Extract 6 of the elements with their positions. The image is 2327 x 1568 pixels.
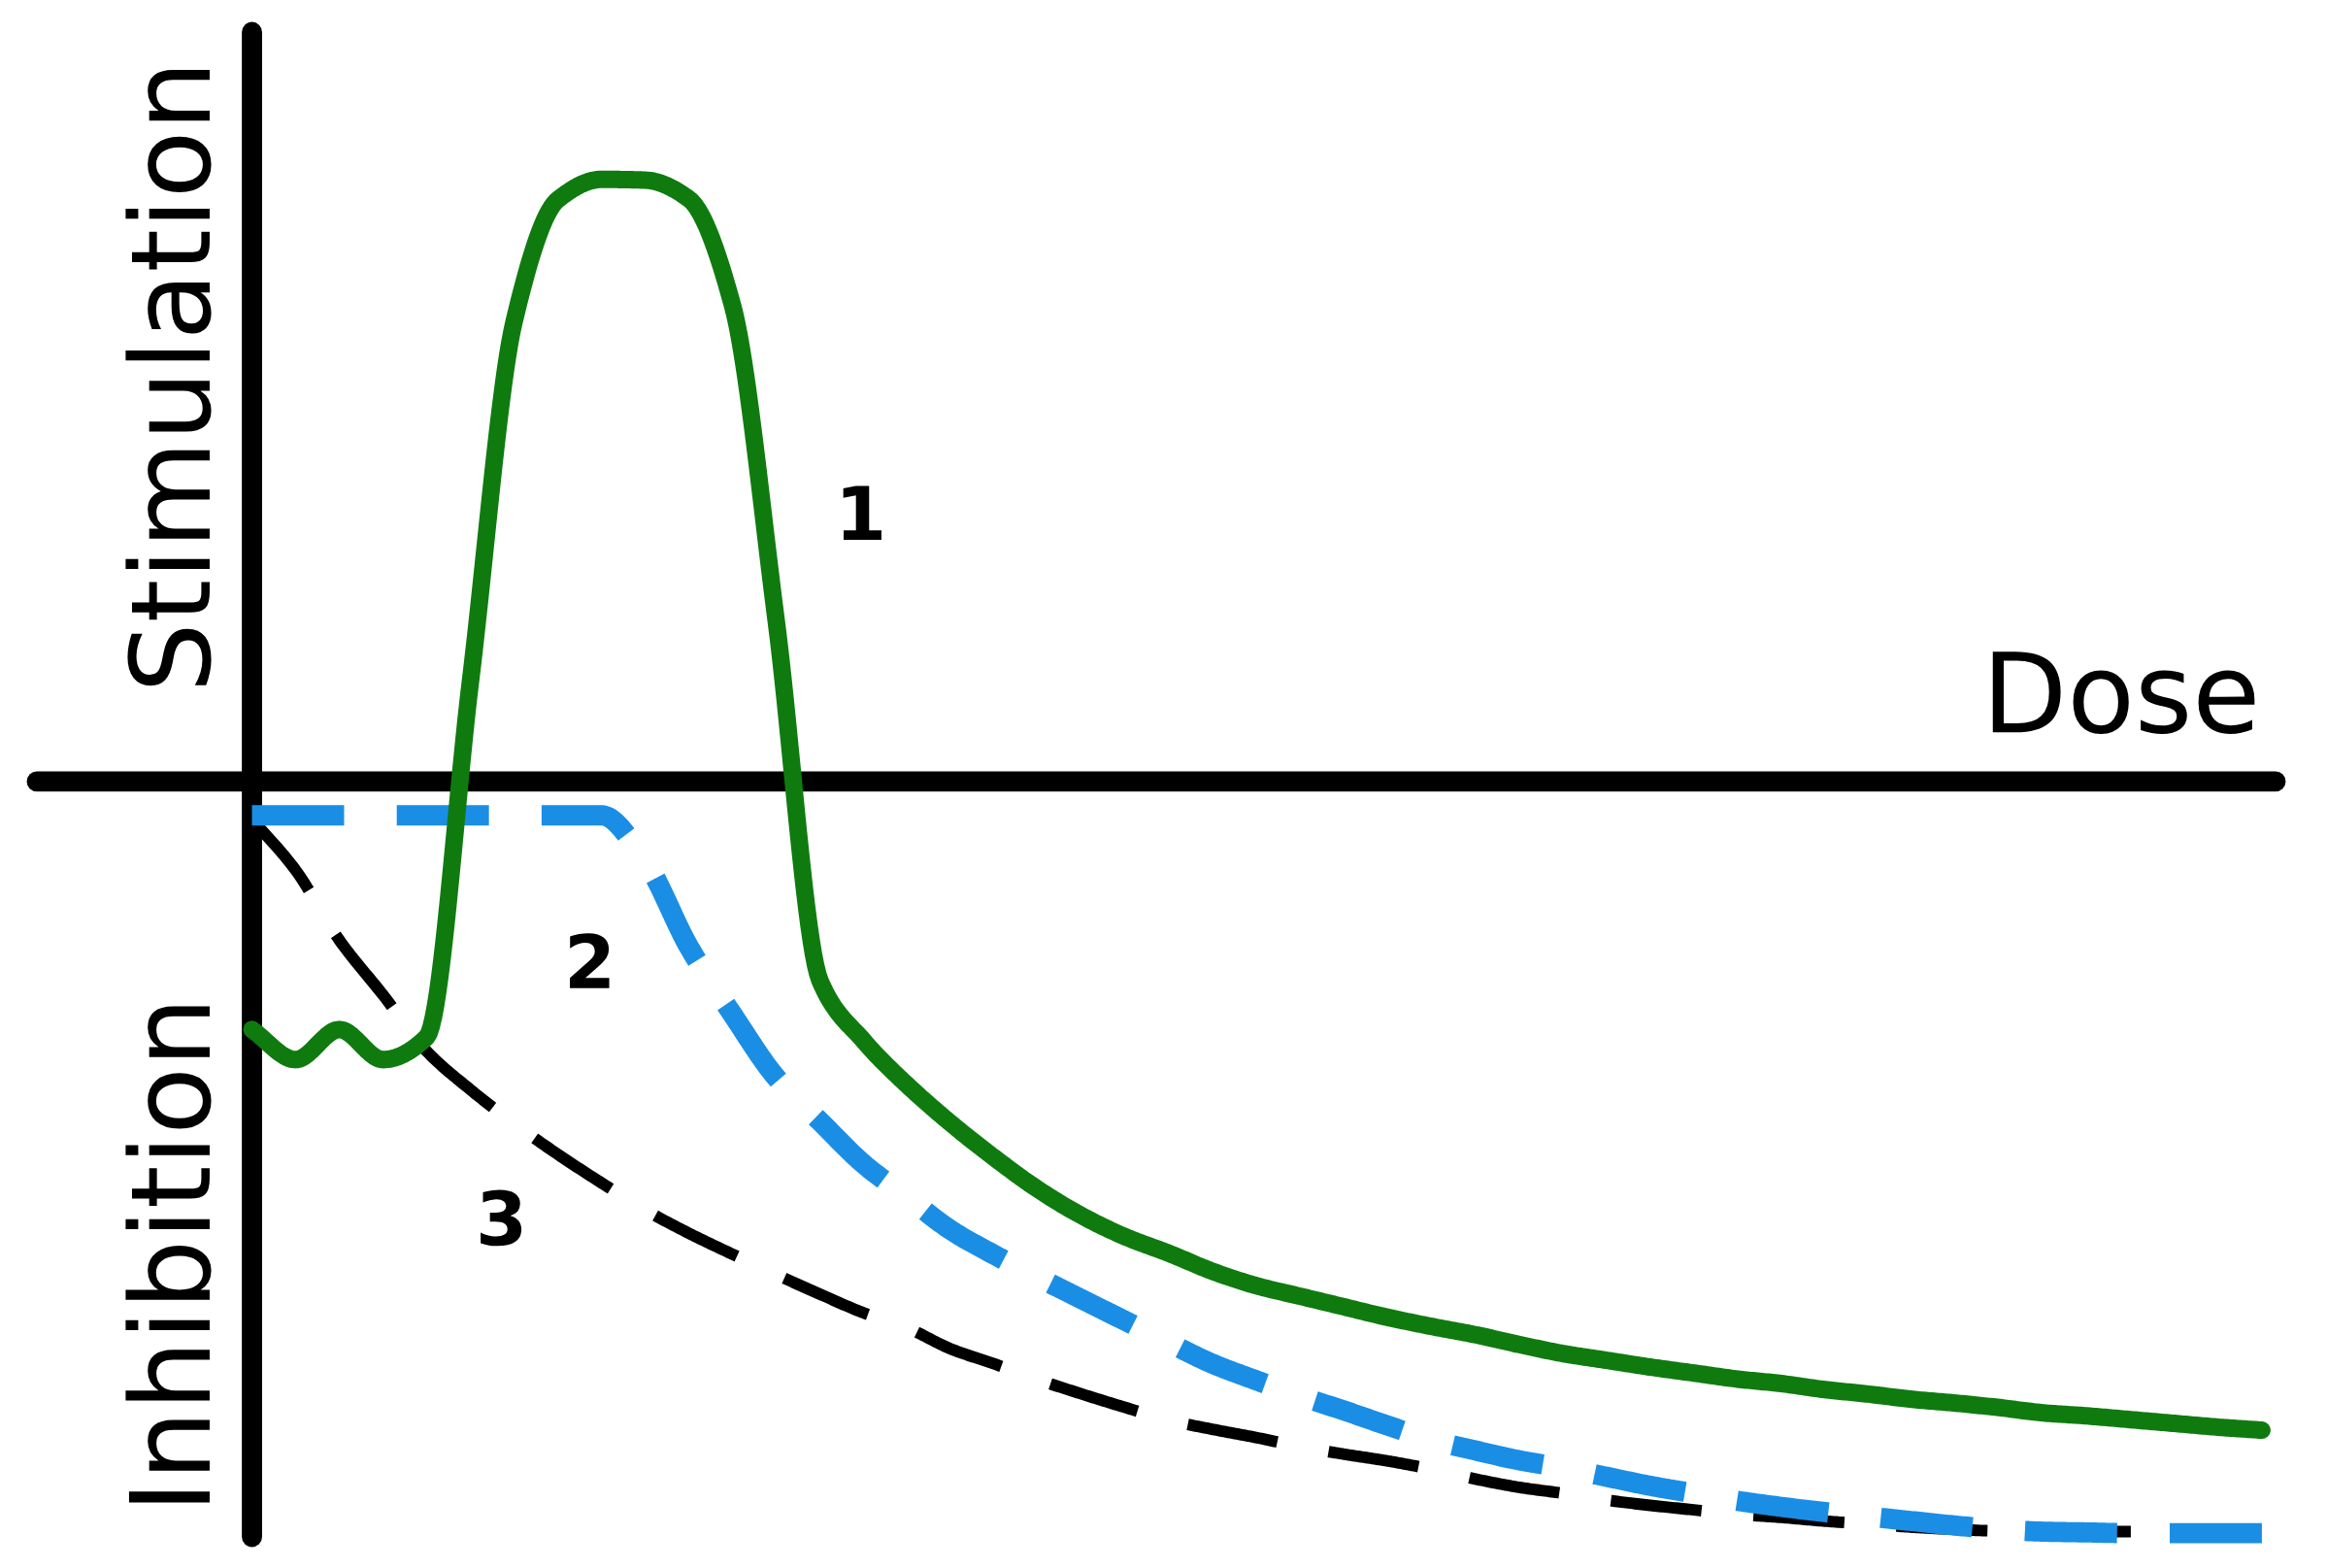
series-label: 1 — [843, 485, 881, 541]
x-axis-title: Dose — [1992, 651, 2255, 734]
series-label: 3 — [481, 1189, 522, 1247]
text: Inhibition — [125, 1006, 212, 1503]
series-label: 2 — [570, 933, 610, 988]
y-axis-title: Stimulation — [125, 70, 212, 686]
